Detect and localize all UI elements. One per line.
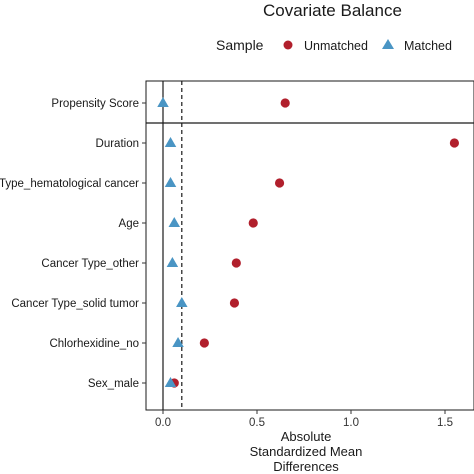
x-tick-label: 0.5 (249, 417, 265, 429)
x-tick-label: 0.0 (155, 417, 171, 429)
data-points (157, 97, 459, 388)
point-matched (176, 297, 188, 307)
point-unmatched (449, 138, 459, 148)
point-unmatched (199, 338, 209, 348)
y-tick-label: Cancer Type_hematological cancer (0, 178, 139, 190)
x-tick-label: 1.0 (343, 417, 359, 429)
legend-label-matched: Matched (404, 39, 452, 53)
x-axis: 0.0 0.5 1.0 1.5 (155, 410, 453, 429)
y-tick-label: Cancer Type_other (41, 258, 139, 270)
x-tick-label: 1.5 (437, 417, 453, 429)
legend-label-unmatched: Unmatched (304, 39, 368, 53)
point-matched (164, 377, 177, 387)
x-axis-label-line-2: Standardized Mean (250, 444, 363, 459)
legend-marker-matched (382, 39, 394, 49)
chart-title: Covariate Balance (263, 1, 402, 20)
y-tick-label: Cancer Type_solid tumor (11, 298, 139, 310)
point-unmatched (248, 218, 258, 228)
x-axis-label-line-3: Differences (273, 459, 339, 474)
point-unmatched (280, 98, 290, 108)
legend: Sample Unmatched Matched (216, 37, 452, 53)
y-tick-label: Age (119, 218, 139, 230)
point-matched (164, 137, 177, 147)
point-matched (168, 217, 181, 227)
x-axis-label-line-1: Absolute (281, 429, 332, 444)
point-matched (166, 257, 179, 267)
x-axis-label: Absolute Standardized Mean Differences (250, 429, 363, 474)
y-tick-label: Propensity Score (51, 98, 139, 110)
point-matched (172, 337, 184, 347)
legend-marker-unmatched (283, 40, 293, 50)
point-matched (164, 177, 177, 187)
y-tick-label: Chlorhexidine_no (49, 338, 139, 350)
point-unmatched (229, 298, 240, 308)
point-matched (157, 97, 169, 107)
y-axis: Propensity Score Duration Cancer Type_hema… (0, 98, 146, 390)
point-unmatched (274, 178, 285, 188)
plot-panel (145, 80, 474, 411)
legend-title: Sample (216, 37, 264, 53)
y-tick-label: Sex_male (88, 378, 139, 390)
point-unmatched (231, 258, 241, 268)
y-tick-label: Duration (96, 138, 139, 150)
